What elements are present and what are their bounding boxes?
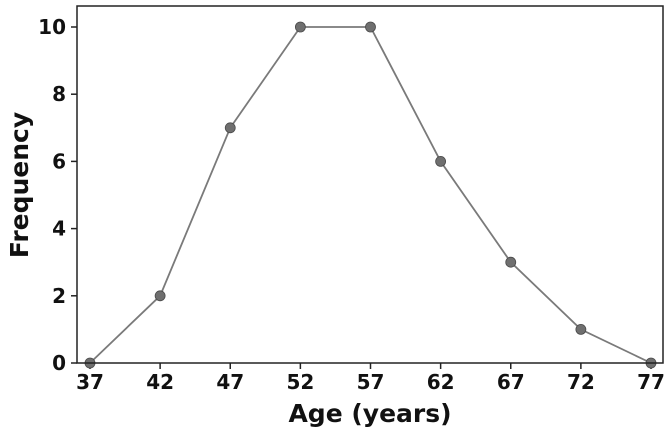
x-tick-label: 62	[427, 370, 455, 394]
y-axis-label: Frequency	[5, 112, 34, 258]
data-point	[575, 323, 587, 335]
x-tick-label: 42	[146, 370, 174, 394]
x-axis-ticks: 37 42 47 52 57 62 67 72 77	[76, 363, 665, 394]
data-point	[224, 122, 236, 134]
series-line	[89, 26, 652, 364]
data-point	[365, 21, 376, 33]
data-point	[505, 256, 517, 268]
plot-frame	[76, 5, 664, 364]
x-tick-label: 67	[497, 370, 525, 394]
data-point	[154, 290, 166, 302]
y-tick-label: 6	[52, 149, 66, 173]
x-tick-label: 52	[286, 370, 314, 394]
x-tick-label: 47	[216, 370, 244, 394]
data-point	[294, 21, 306, 33]
y-tick-label: 2	[52, 284, 66, 308]
series-markers	[84, 21, 657, 369]
y-tick-label: 8	[52, 82, 66, 106]
y-axis-ticks: 0 2 4 6 8 10	[38, 15, 77, 375]
x-tick-label: 77	[637, 370, 665, 394]
data-point	[435, 155, 447, 167]
x-tick-label: 57	[357, 370, 385, 394]
x-tick-label: 37	[76, 370, 104, 394]
x-tick-label: 72	[567, 370, 595, 394]
y-tick-label: 10	[38, 15, 66, 39]
y-tick-label: 0	[52, 351, 66, 375]
x-axis-label: Age (years)	[288, 399, 451, 428]
y-tick-label: 4	[52, 217, 66, 241]
